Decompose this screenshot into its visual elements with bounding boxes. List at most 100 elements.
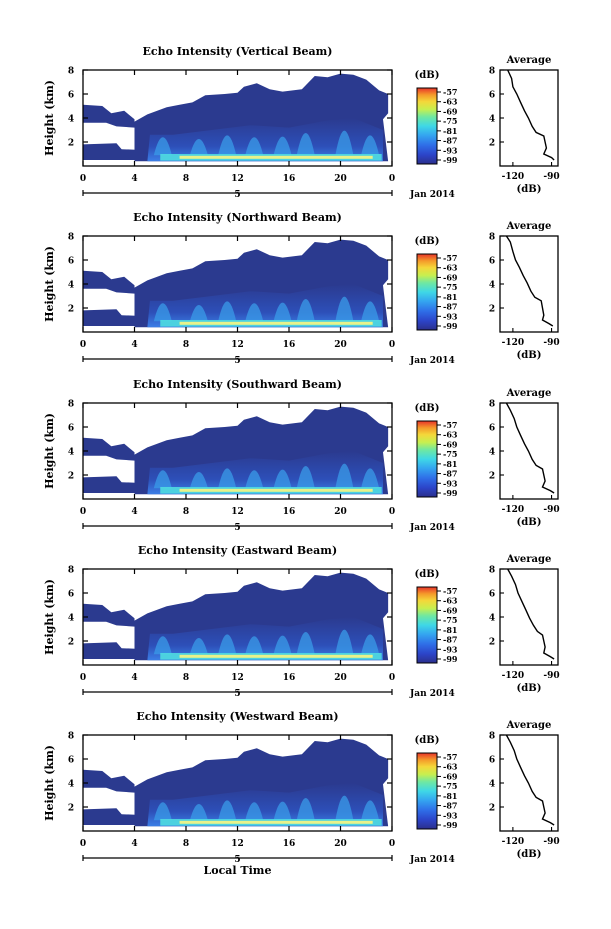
x-tick-label: 0: [389, 174, 395, 184]
x-tick-label: 12: [231, 839, 244, 849]
profile-line: [505, 235, 554, 327]
colorbar-tick-label: -57: [443, 420, 457, 430]
date-marker: 5: [234, 855, 240, 865]
x-tick-label: 0: [80, 673, 86, 683]
echo-plume: [361, 634, 380, 655]
echo-mid-layer: [83, 769, 135, 793]
colorbar-tick-label: -63: [443, 97, 458, 107]
echo-plume: [218, 135, 237, 156]
colorbar-tick-label: -75: [443, 615, 457, 625]
x-tick-label: 16: [283, 839, 296, 849]
y-tick-label: 6: [68, 257, 74, 267]
panel-1: Echo Intensity (Northward Beam) 2 4 6 8 Heigh…: [43, 211, 560, 366]
profile-y-tick-label: 4: [489, 448, 495, 458]
y-tick-label: 4: [68, 115, 74, 125]
profile-line: [507, 568, 555, 660]
colorbar-tick-label: -69: [443, 272, 458, 282]
y-tick-label: 4: [68, 614, 74, 624]
y-tick-label: 8: [68, 400, 74, 410]
date-label: Jan 2014: [409, 523, 455, 533]
date-marker: 5: [234, 689, 240, 699]
colorbar-tick-label: -63: [443, 762, 458, 772]
x-tick-label: 8: [183, 507, 189, 517]
colorbar-tick-label: -63: [443, 596, 458, 606]
colorbar-tick-label: -99: [443, 820, 458, 830]
profile-y-tick-label: 8: [489, 400, 495, 410]
x-tick-label: 0: [389, 673, 395, 683]
date-marker: 5: [234, 523, 240, 533]
profile-y-tick-label: 4: [489, 115, 495, 125]
echo-mid-layer: [83, 104, 135, 128]
profile-title: Average: [506, 554, 552, 565]
echo-plume: [296, 299, 315, 322]
profile-x-tick-label: -90: [543, 837, 559, 847]
echo-plume: [245, 137, 264, 156]
colorbar-tick-label: -87: [443, 635, 457, 645]
panel-title: Echo Intensity (Westward Beam): [136, 710, 338, 723]
profile-title: Average: [506, 720, 552, 731]
echo-plume: [335, 629, 354, 655]
x-tick-label: 16: [283, 340, 296, 350]
colorbar: [416, 586, 438, 664]
x-tick-label: 0: [80, 340, 86, 350]
colorbar-tick-label: -81: [443, 625, 457, 635]
colorbar-tick-label: -63: [443, 263, 458, 273]
y-tick-label: 4: [68, 780, 74, 790]
x-tick-label: 0: [80, 174, 86, 184]
panel-title: Echo Intensity (Northward Beam): [133, 211, 342, 224]
y-axis-label: Height (km): [43, 246, 56, 322]
echo-plume: [245, 802, 264, 821]
echo-field: [83, 239, 389, 328]
colorbar-unit: (dB): [415, 236, 440, 247]
profile-y-tick-label: 6: [489, 424, 495, 434]
x-axis-label: Local Time: [204, 864, 272, 877]
y-tick-label: 8: [68, 732, 74, 742]
x-tick-label: 4: [131, 340, 137, 350]
colorbar-tick-label: -99: [443, 488, 458, 498]
colorbar-tick-label: -75: [443, 282, 457, 292]
profile-y-tick-label: 4: [489, 780, 495, 790]
colorbar-unit: (dB): [415, 70, 440, 81]
colorbar-tick-label: -75: [443, 449, 457, 459]
colorbar-tick-label: -81: [443, 459, 457, 469]
profile-x-tick-label: -120: [502, 338, 525, 348]
echo-field: [83, 572, 389, 661]
echo-plume: [335, 795, 354, 821]
profile-x-tick-label: -90: [543, 338, 559, 348]
y-tick-label: 2: [68, 472, 74, 482]
x-tick-label: 0: [389, 340, 395, 350]
x-tick-label: 12: [231, 340, 244, 350]
echo-plume: [218, 634, 237, 655]
y-tick-label: 2: [68, 638, 74, 648]
colorbar-tick-label: -75: [443, 116, 457, 126]
echo-surface-peak: [179, 820, 373, 824]
colorbar-tick-label: -93: [443, 311, 458, 321]
profile-y-tick-label: 8: [489, 67, 495, 77]
x-tick-label: 16: [283, 673, 296, 683]
x-tick-label: 20: [334, 673, 347, 683]
echo-plume: [245, 303, 264, 322]
x-tick-label: 0: [80, 839, 86, 849]
x-tick-label: 12: [231, 507, 244, 517]
colorbar: [416, 752, 438, 830]
panel-0: Echo Intensity (Vertical Beam) 2 4 6 8 Height…: [43, 45, 560, 200]
profile-y-tick-label: 2: [489, 804, 495, 814]
profile-x-label: (dB): [517, 184, 542, 195]
profile-x-tick-label: -120: [502, 172, 525, 182]
x-tick-label: 0: [389, 507, 395, 517]
echo-plume: [153, 470, 172, 489]
date-label: Jan 2014: [409, 190, 455, 200]
colorbar-tick-label: -81: [443, 292, 457, 302]
echo-mid-layer: [83, 603, 135, 627]
profile-y-tick-label: 4: [489, 614, 495, 624]
profile-frame: [499, 235, 559, 333]
colorbar-tick-label: -93: [443, 810, 458, 820]
echo-plume: [153, 636, 172, 655]
panel-4: Echo Intensity (Westward Beam) 2 4 6 8 Height…: [43, 710, 560, 877]
echo-plume: [189, 139, 208, 156]
profile-x-tick-label: -90: [543, 505, 559, 515]
echo-field: [83, 738, 389, 827]
date-marker: 5: [234, 356, 240, 366]
colorbar-unit: (dB): [415, 569, 440, 580]
x-tick-label: 12: [231, 174, 244, 184]
